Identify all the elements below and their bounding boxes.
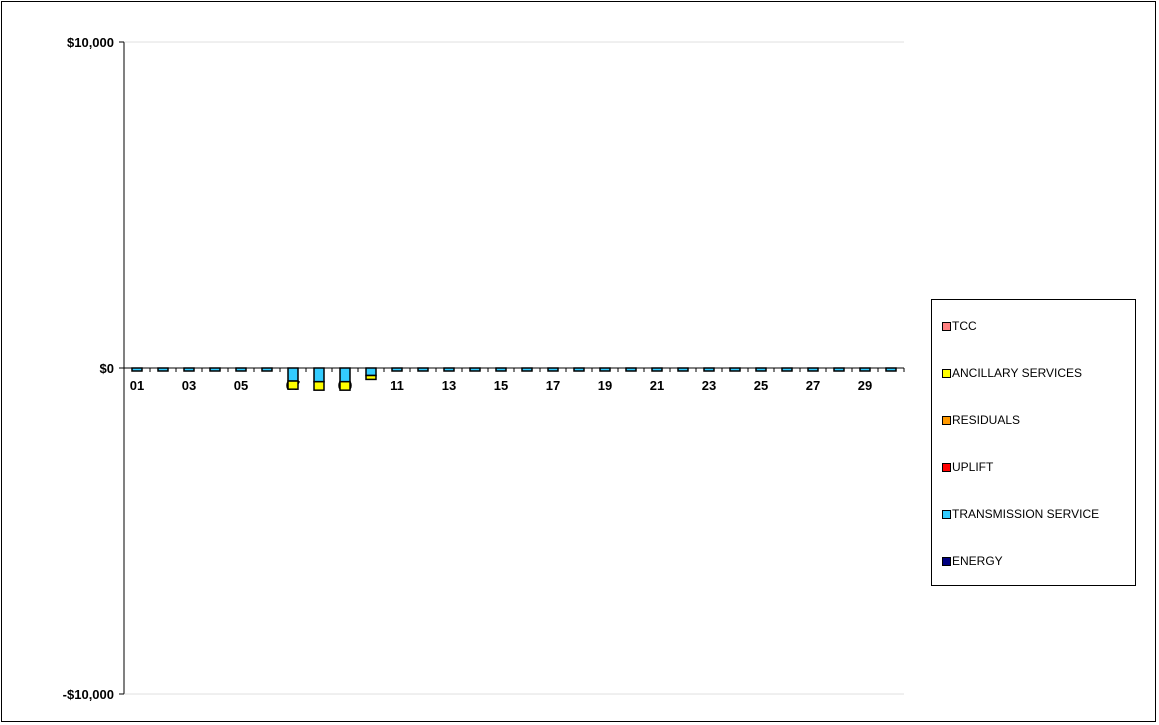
bar-transmission-service xyxy=(651,367,663,372)
legend-swatch-uplift xyxy=(942,462,951,472)
bar-transmission-service xyxy=(755,367,767,372)
x-tick-label: 29 xyxy=(858,378,872,393)
bar-transmission-service xyxy=(209,367,221,372)
bar-ancillary-services xyxy=(365,374,377,381)
bar-transmission-service xyxy=(781,367,793,372)
x-tick-label: 23 xyxy=(702,378,716,393)
legend-item-energy: ENERGY xyxy=(942,553,1003,569)
legend-label-residuals: RESIDUALS xyxy=(952,413,1021,427)
bar-transmission-service xyxy=(573,367,585,372)
bar-transmission-service xyxy=(287,367,299,382)
bar-transmission-service xyxy=(885,367,897,372)
bar-ancillary-services xyxy=(313,380,325,391)
x-tick-label: 01 xyxy=(130,378,144,393)
bar-transmission-service xyxy=(261,367,273,372)
bar-transmission-service xyxy=(833,367,845,372)
legend-swatch-ancillary-services xyxy=(942,368,951,378)
bar-transmission-service xyxy=(183,367,195,372)
x-tick-label: 11 xyxy=(390,378,404,393)
x-tick-label: 21 xyxy=(650,378,664,393)
x-tick-label: 15 xyxy=(494,378,508,393)
bar-transmission-service xyxy=(703,367,715,372)
bar-transmission-service xyxy=(599,367,611,372)
bar-transmission-service xyxy=(547,367,559,372)
x-tick-label: 17 xyxy=(546,378,560,393)
x-tick-label: 25 xyxy=(754,378,768,393)
legend: TCC ANCILLARY SERVICES RESIDUALS UPLIFT … xyxy=(931,299,1136,586)
legend-swatch-transmission-service xyxy=(942,509,951,519)
legend-label-tcc: TCC xyxy=(952,319,977,333)
bar-transmission-service xyxy=(807,367,819,372)
legend-swatch-residuals xyxy=(942,415,951,425)
bar-ancillary-services xyxy=(287,380,299,390)
bar-transmission-service xyxy=(313,367,325,383)
legend-item-ancillary-services: ANCILLARY SERVICES xyxy=(942,365,1082,381)
bar-transmission-service xyxy=(235,367,247,372)
bar-transmission-service xyxy=(729,367,741,372)
legend-label-energy: ENERGY xyxy=(952,554,1003,568)
y-tick-label: $0 xyxy=(100,361,114,376)
bar-transmission-service xyxy=(391,367,403,372)
x-tick-label: 05 xyxy=(234,378,248,393)
bar-transmission-service xyxy=(417,367,429,372)
legend-item-residuals: RESIDUALS xyxy=(942,412,1020,428)
x-tick-label: 27 xyxy=(806,378,820,393)
bar-transmission-service xyxy=(677,367,689,372)
y-tick-label: $10,000 xyxy=(67,35,114,50)
bar-transmission-service xyxy=(339,367,351,383)
bar-transmission-service xyxy=(131,367,143,372)
legend-label-transmission-service: TRANSMISSION SERVICE xyxy=(952,507,1100,521)
bar-transmission-service xyxy=(443,367,455,372)
bar-transmission-service xyxy=(625,367,637,372)
bar-transmission-service xyxy=(859,367,871,372)
legend-swatch-energy xyxy=(942,556,951,566)
bar-transmission-service xyxy=(469,367,481,372)
bar-transmission-service xyxy=(495,367,507,372)
x-tick-label: 13 xyxy=(442,378,456,393)
legend-label-ancillary-services: ANCILLARY SERVICES xyxy=(952,366,1083,380)
y-tick-label: -$10,000 xyxy=(63,687,114,702)
legend-item-transmission-service: TRANSMISSION SERVICE xyxy=(942,506,1099,522)
x-tick-label: 19 xyxy=(598,378,612,393)
bar-transmission-service xyxy=(521,367,533,372)
bar-transmission-service xyxy=(157,367,169,372)
legend-label-uplift: UPLIFT xyxy=(952,460,994,474)
bar-ancillary-services xyxy=(339,380,351,391)
bar-transmission-service xyxy=(365,367,377,377)
legend-item-tcc: TCC xyxy=(942,318,977,334)
x-tick-label: 03 xyxy=(182,378,196,393)
legend-item-uplift: UPLIFT xyxy=(942,459,993,475)
legend-swatch-tcc xyxy=(942,321,951,331)
